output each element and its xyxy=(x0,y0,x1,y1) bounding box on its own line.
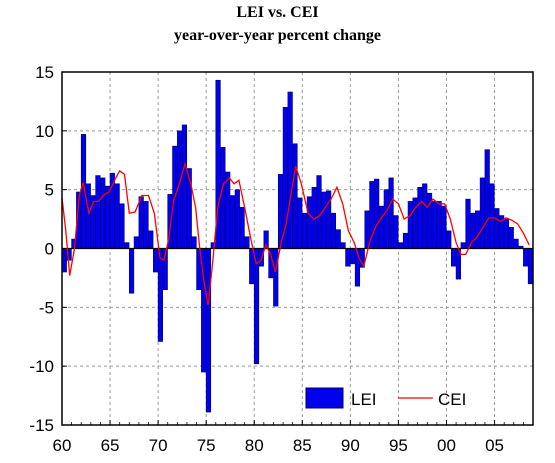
lei-bar xyxy=(417,187,423,249)
chart-subtitle: year-over-year percent change xyxy=(173,27,382,44)
lei-bar xyxy=(330,212,337,249)
x-tick-label: 05 xyxy=(485,436,504,455)
lei-bar xyxy=(479,177,485,249)
lei-bar xyxy=(138,196,144,249)
lei-bar xyxy=(181,124,188,249)
lei-bar xyxy=(124,242,130,249)
lei-bar xyxy=(393,215,399,249)
lei-bar xyxy=(431,201,437,249)
x-tick-label: 60 xyxy=(53,436,72,455)
x-tick-label: 85 xyxy=(293,436,312,455)
x-tick-label: 90 xyxy=(341,436,360,455)
lei-bar xyxy=(157,248,163,342)
lei-bar xyxy=(273,248,279,307)
lei-bar xyxy=(441,205,447,249)
lei-bar xyxy=(114,183,120,249)
lei-bar xyxy=(239,207,245,249)
lei-bar xyxy=(297,197,303,249)
lei-bar xyxy=(465,198,471,249)
y-tick-label: -10 xyxy=(29,357,54,376)
x-tick-label: 95 xyxy=(389,436,408,455)
lei-bar xyxy=(335,229,341,249)
lei-bar xyxy=(292,143,298,249)
lei-bar xyxy=(85,183,91,249)
lei-bar xyxy=(253,248,260,365)
lei-bar xyxy=(249,248,255,285)
y-tick-label: 0 xyxy=(45,240,54,259)
lei-bar xyxy=(234,189,240,249)
lei-bar xyxy=(104,185,111,249)
legend-cei-label: CEI xyxy=(438,390,466,409)
x-tick-label: 70 xyxy=(149,436,168,455)
lei-bar xyxy=(374,178,380,249)
lei-bar xyxy=(119,203,125,249)
lei-bar xyxy=(402,232,409,249)
lei-bar xyxy=(450,248,457,267)
lei-bar xyxy=(527,248,534,285)
lei-bar xyxy=(143,201,149,249)
lei-bar xyxy=(306,196,312,249)
x-tick-label: 65 xyxy=(101,436,120,455)
lei-bar xyxy=(513,238,519,249)
lei-bar xyxy=(388,177,394,249)
x-tick-label: 80 xyxy=(245,436,264,455)
lei-bar xyxy=(350,248,356,265)
lei-bar xyxy=(523,248,529,267)
lei-bar xyxy=(220,147,226,249)
lei-bar xyxy=(475,210,481,249)
lei-bar xyxy=(321,191,327,249)
lei-bar xyxy=(503,218,510,249)
lei-bar xyxy=(460,242,466,249)
legend-lei-label: LEI xyxy=(351,390,377,409)
lei-bar xyxy=(508,227,514,249)
y-tick-label: 15 xyxy=(35,63,54,82)
lei-bar xyxy=(369,181,375,249)
lei-bar xyxy=(153,248,159,273)
lei-bar xyxy=(302,212,308,249)
chart-title: LEI vs. CEI xyxy=(236,4,319,21)
lei-bar xyxy=(287,91,293,249)
lei-bar xyxy=(95,175,101,249)
lei-bar xyxy=(100,177,106,249)
lei-bar xyxy=(484,149,490,249)
y-tick-label: -5 xyxy=(39,298,54,317)
lei-bar xyxy=(422,183,428,249)
legend-lei-swatch xyxy=(305,387,344,409)
y-tick-label: 5 xyxy=(45,181,54,200)
lei-bar xyxy=(225,171,231,249)
lei-bar xyxy=(398,242,404,249)
y-tick-label: -15 xyxy=(29,416,54,435)
lei-bar xyxy=(133,236,139,249)
lei-bar xyxy=(446,230,452,249)
lei-bar xyxy=(229,195,236,249)
lei-bar xyxy=(205,248,212,413)
lei-bar xyxy=(340,242,346,249)
lei-bar xyxy=(494,208,500,249)
lei-bar xyxy=(244,236,250,249)
lei-bar xyxy=(345,248,351,267)
lei-bar xyxy=(383,189,389,249)
lei-bar xyxy=(316,175,322,249)
cei-line xyxy=(61,161,530,306)
lei-bar xyxy=(364,210,370,249)
x-tick-label: 75 xyxy=(197,436,216,455)
lei-bar xyxy=(128,248,135,294)
lei-bar xyxy=(148,230,154,249)
lei-bar xyxy=(407,201,413,249)
lei-bar xyxy=(191,236,197,249)
lei-bar xyxy=(489,183,495,249)
lei-bar xyxy=(378,205,385,249)
y-tick-label: 10 xyxy=(35,122,54,141)
x-tick-label: 00 xyxy=(437,436,456,455)
lei-bars xyxy=(61,79,534,413)
legend: LEI CEI xyxy=(305,387,466,409)
lei-bar xyxy=(436,201,442,249)
